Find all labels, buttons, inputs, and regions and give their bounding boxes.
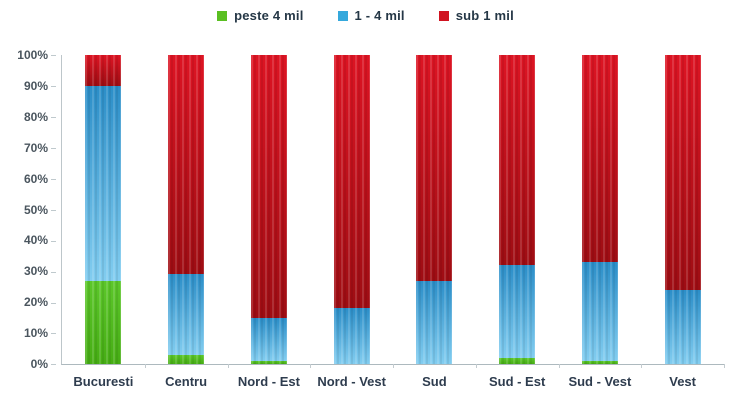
stacked-bar-bucuresti xyxy=(85,55,122,365)
bar-column-nord-vest: Nord - Vest xyxy=(310,55,394,389)
stacked-bar-centru xyxy=(168,55,205,365)
y-tick-label: 60% xyxy=(24,172,56,186)
bar-segment-peste-4-mil xyxy=(250,360,287,365)
stacked-bar-sud-vest xyxy=(581,55,618,365)
legend-swatch-green xyxy=(217,10,228,21)
bar-segment-sub-1-mil xyxy=(250,55,287,318)
legend-swatch-blue xyxy=(337,10,348,21)
legend-item-peste-4-mil: peste 4 mil xyxy=(217,8,303,23)
stacked-bar-vest xyxy=(664,55,701,365)
bar-segment-sub-1-mil xyxy=(85,55,122,86)
bar-column-vest: Vest xyxy=(641,55,725,389)
y-tick-label: 80% xyxy=(24,110,56,124)
bar-segment-peste-4-mil xyxy=(168,354,205,365)
category-label: Vest xyxy=(669,374,696,389)
bar-segment-peste-4-mil xyxy=(499,357,536,365)
category-label: Centru xyxy=(165,374,208,389)
legend-item-sub-1-mil: sub 1 mil xyxy=(438,8,514,23)
bar-segment-sub-1-mil xyxy=(581,55,618,263)
bar-segment-sub-1-mil xyxy=(333,55,370,309)
y-tick-label: 100% xyxy=(17,48,56,62)
y-tick-label: 70% xyxy=(24,141,56,155)
legend-label: sub 1 mil xyxy=(455,8,514,23)
y-tick-label: 20% xyxy=(24,295,56,309)
bar-segment-1-4-mil xyxy=(250,317,287,362)
stacked-bar-nord-vest xyxy=(333,55,370,364)
category-label: Sud - Vest xyxy=(568,374,632,389)
category-label: Sud - Est xyxy=(488,374,546,389)
bar-column-centru: Centru xyxy=(145,55,229,389)
bar-segment-sub-1-mil xyxy=(664,55,701,290)
bar-segment-peste-4-mil xyxy=(581,360,618,365)
bar-segment-1-4-mil xyxy=(664,289,701,365)
legend-item-1-4-mil: 1 - 4 mil xyxy=(337,8,405,23)
bar-column-sud-est: Sud - Est xyxy=(476,55,560,389)
y-tick-label: 30% xyxy=(24,264,56,278)
bar-segment-sub-1-mil xyxy=(416,55,453,281)
bar-segment-1-4-mil xyxy=(581,262,618,361)
stacked-bar-sud-est xyxy=(499,55,536,365)
bar-segment-sub-1-mil xyxy=(499,55,536,266)
bar-column-bucuresti: Bucuresti xyxy=(62,55,146,389)
legend-label: 1 - 4 mil xyxy=(354,8,405,23)
legend: peste 4 mil 1 - 4 mil sub 1 mil xyxy=(0,8,731,23)
bar-segment-1-4-mil xyxy=(85,85,122,281)
stacked-bar-nord-est xyxy=(250,55,287,365)
bar-column-sud-vest: Sud - Vest xyxy=(559,55,642,389)
y-tick-label: 90% xyxy=(24,79,56,93)
category-label: Nord - Vest xyxy=(317,374,386,389)
bar-segment-1-4-mil xyxy=(416,280,453,365)
bar-column-sud: Sud xyxy=(393,55,477,389)
legend-swatch-red xyxy=(438,10,449,21)
bar-segment-peste-4-mil xyxy=(85,280,122,365)
category-label: Sud xyxy=(422,374,447,389)
y-tick-label: 50% xyxy=(24,203,56,217)
category-label: Bucuresti xyxy=(73,374,134,389)
category-label: Nord - Est xyxy=(237,374,300,389)
y-axis: 100% 90% 80% 70% 60% 50% 40% 30% 20% 10%… xyxy=(0,48,56,371)
bar-segment-1-4-mil xyxy=(499,265,536,358)
stacked-bar-sud xyxy=(416,55,453,365)
bar-segment-1-4-mil xyxy=(168,274,205,356)
y-tick-label: 10% xyxy=(24,326,56,340)
legend-label: peste 4 mil xyxy=(234,8,304,23)
bar-segment-sub-1-mil xyxy=(168,55,205,275)
plot-area: Bucuresti Centru Nord - Est Nord - Vest Sud S… xyxy=(61,55,725,389)
bar-segment-1-4-mil xyxy=(333,308,370,364)
y-tick-label: 0% xyxy=(31,357,56,371)
y-tick-label: 40% xyxy=(24,233,56,247)
bar-column-nord-est: Nord - Est xyxy=(228,55,311,389)
